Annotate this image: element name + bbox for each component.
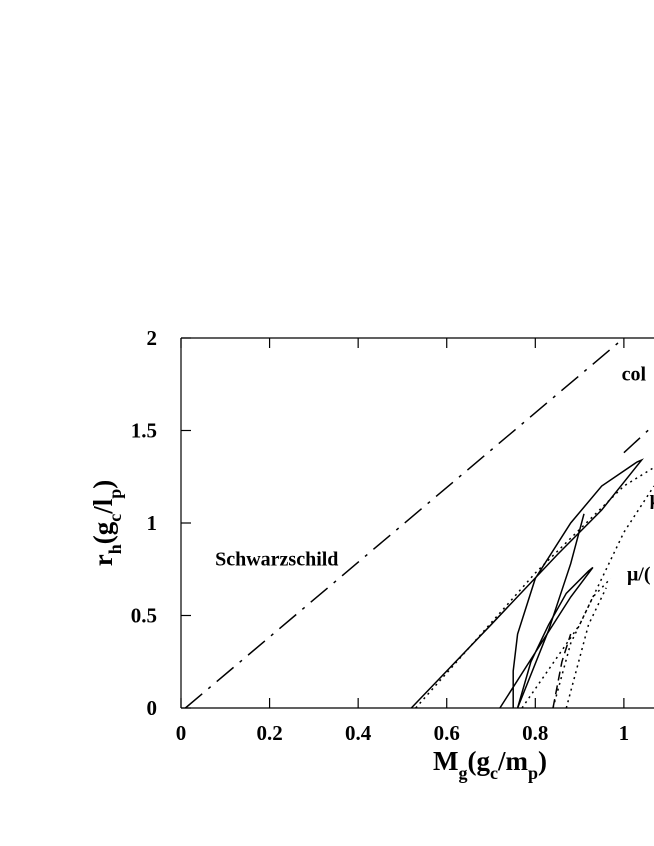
x-tick-label: 0.8 bbox=[522, 721, 548, 745]
y-axis-label-part: h bbox=[105, 544, 125, 554]
x-axis-label-part: g bbox=[458, 763, 467, 783]
annotation: μ/( bbox=[627, 563, 651, 585]
x-axis-label-part: (g bbox=[467, 746, 490, 776]
x-tick-label: 0.2 bbox=[256, 721, 282, 745]
y-axis-label-part: p bbox=[105, 489, 125, 499]
y-axis-label-part: ) bbox=[88, 480, 118, 489]
x-tick-label: 1 bbox=[619, 721, 630, 745]
x-axis-label: Mg(gc/mp) bbox=[433, 746, 547, 783]
annotation: col bbox=[622, 364, 647, 386]
series-line bbox=[521, 485, 654, 709]
y-axis-label-part: r bbox=[88, 554, 118, 566]
y-axis-label: rh(gc/lp) bbox=[88, 480, 125, 567]
series-line bbox=[184, 337, 625, 709]
y-tick-label: 1 bbox=[147, 511, 158, 535]
annotation: Schwarzschild bbox=[215, 549, 338, 571]
series-line bbox=[565, 587, 607, 709]
series-line bbox=[516, 513, 585, 709]
x-axis-label-part: p bbox=[528, 763, 538, 783]
x-tick-label: 0.4 bbox=[345, 721, 372, 745]
series-line bbox=[410, 458, 644, 709]
y-tick-label: 0.5 bbox=[131, 604, 157, 628]
y-tick-label: 1.5 bbox=[131, 419, 157, 443]
x-tick-label: 0 bbox=[176, 721, 187, 745]
y-tick-label: 2 bbox=[147, 326, 158, 350]
x-tick-label: 0.6 bbox=[434, 721, 460, 745]
y-axis-label-part: /l bbox=[88, 498, 118, 515]
series-line bbox=[415, 466, 654, 709]
y-axis-label-part: c bbox=[105, 514, 125, 522]
x-axis-label-part: ) bbox=[538, 746, 547, 776]
x-axis-label-part: c bbox=[490, 763, 498, 783]
series-line bbox=[552, 577, 612, 709]
y-axis-label-part: (g bbox=[88, 521, 118, 544]
annotation: μ bbox=[650, 488, 654, 510]
series-line bbox=[552, 633, 572, 709]
series-line bbox=[623, 424, 654, 454]
x-axis-label-part: /m bbox=[497, 746, 529, 776]
x-axis-label-part: M bbox=[433, 746, 458, 776]
y-tick-label: 0 bbox=[147, 696, 158, 720]
